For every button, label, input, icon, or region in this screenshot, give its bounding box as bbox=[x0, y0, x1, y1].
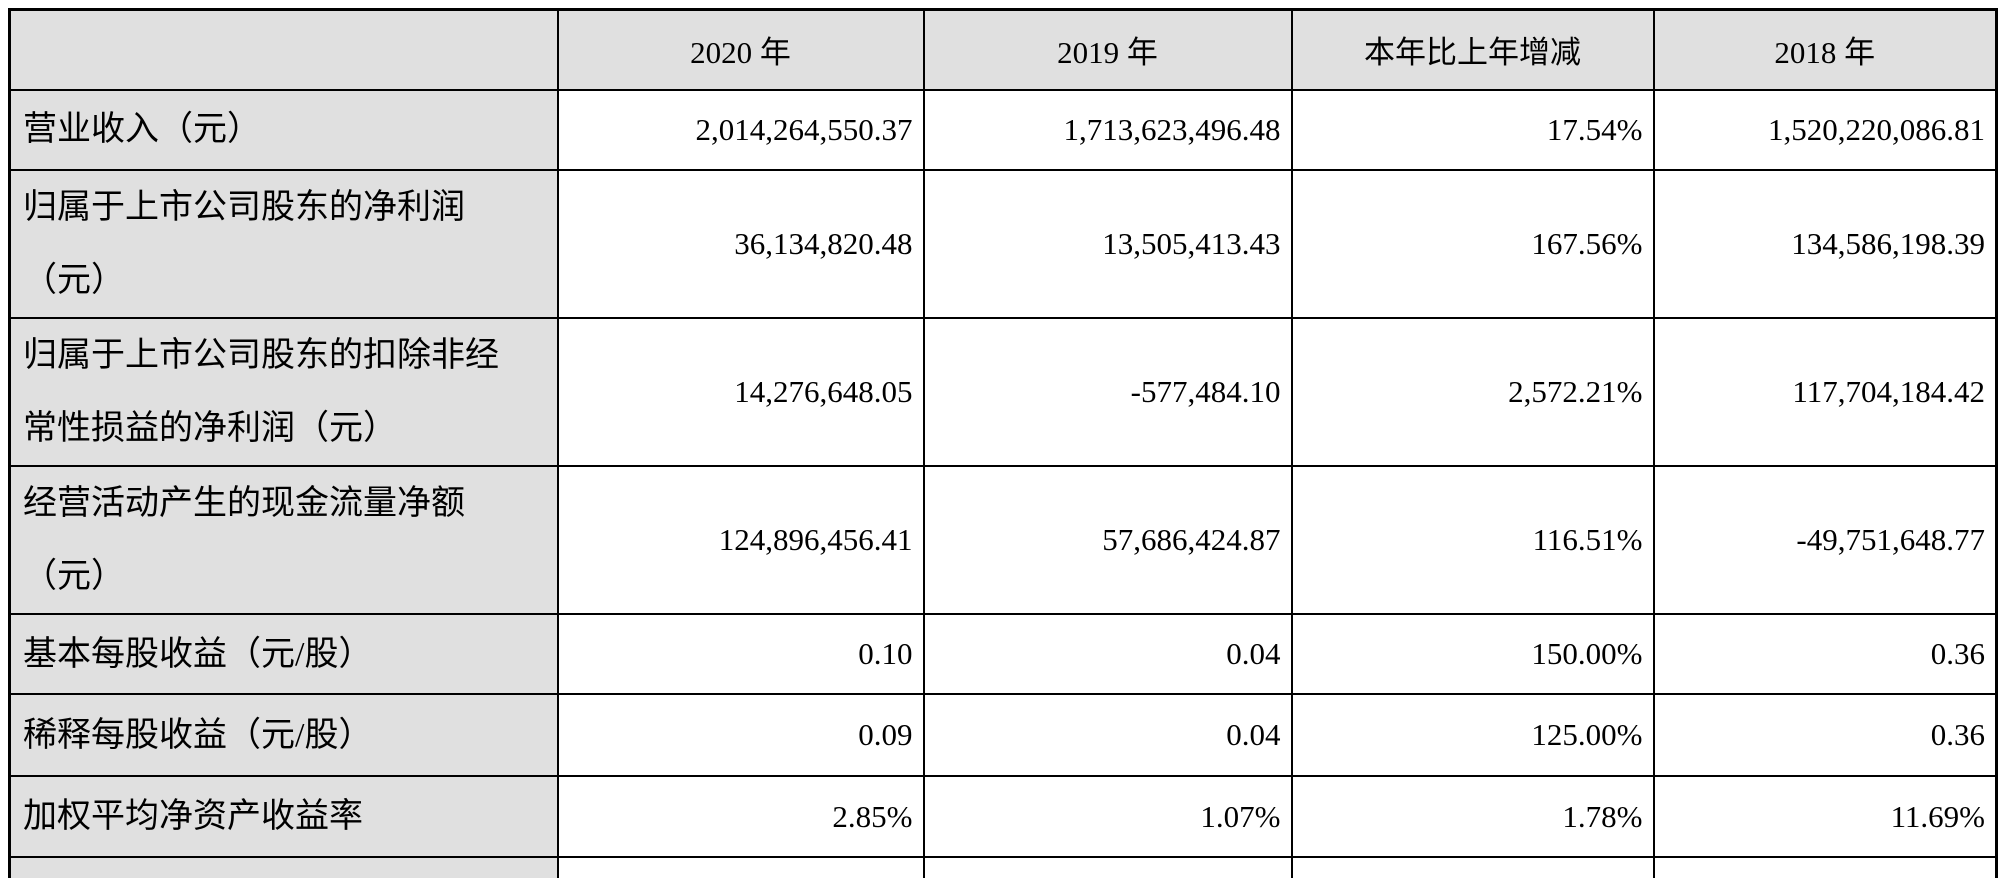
table-row-revenue: 营业收入（元） 2,014,264,550.37 1,713,623,496.4… bbox=[8, 88, 1998, 171]
row-label: 经营活动产生的现金流量净额 （元） bbox=[8, 464, 559, 616]
table-row-diluted-eps: 稀释每股收益（元/股） 0.09 0.04 125.00% 0.36 bbox=[8, 693, 1998, 778]
row-label: 基本每股收益（元/股） bbox=[8, 613, 559, 696]
cell-2019: 57,686,424.87 bbox=[922, 464, 1293, 616]
cell-2019: 1.07% bbox=[922, 775, 1293, 859]
cell-yoy-change: 167.56% bbox=[1290, 168, 1655, 319]
cell-2020: 36,134,820.48 bbox=[556, 168, 925, 319]
row-label: 归属于上市公司股东的扣除非经 常性损益的净利润（元） bbox=[8, 316, 559, 467]
cell-2020: 2,014,264,550.37 bbox=[556, 88, 925, 171]
cell-yoy-change bbox=[1290, 856, 1655, 878]
cell-yoy-change: 116.51% bbox=[1290, 464, 1655, 616]
row-label: 加权平均净资产收益率 bbox=[8, 775, 559, 859]
table-row-basic-eps: 基本每股收益（元/股） 0.10 0.04 150.00% 0.36 bbox=[8, 613, 1998, 696]
cell-2018: 0.36 bbox=[1652, 693, 1998, 778]
header-cell-2018: 2018 年 bbox=[1652, 8, 1998, 91]
cell-2019: 1,713,623,496.48 bbox=[922, 88, 1293, 171]
table-row-net-profit: 归属于上市公司股东的净利润 （元） 36,134,820.48 13,505,4… bbox=[8, 168, 1998, 319]
cell-2018: 0.36 bbox=[1652, 613, 1998, 696]
cell-yoy-change: 2,572.21% bbox=[1290, 316, 1655, 467]
cell-2020: 0.09 bbox=[556, 693, 925, 778]
header-cell-empty bbox=[8, 8, 559, 91]
cell-yoy-change: 17.54% bbox=[1290, 88, 1655, 171]
cell-2018: 1,520,220,086.81 bbox=[1652, 88, 1998, 171]
table-row-partial-clipped bbox=[8, 856, 1998, 878]
cell-2020 bbox=[556, 856, 925, 878]
cell-2019: 13,505,413.43 bbox=[922, 168, 1293, 319]
row-label: 稀释每股收益（元/股） bbox=[8, 693, 559, 778]
table-row-weighted-avg-roe: 加权平均净资产收益率 2.85% 1.07% 1.78% 11.69% bbox=[8, 775, 1998, 859]
table-row-net-profit-excl-nonrecurring: 归属于上市公司股东的扣除非经 常性损益的净利润（元） 14,276,648.05… bbox=[8, 316, 1998, 467]
cell-2019: -577,484.10 bbox=[922, 316, 1293, 467]
header-row: 2020 年 2019 年 本年比上年增减 2018 年 bbox=[8, 8, 1998, 91]
header-cell-yoy-change: 本年比上年增减 bbox=[1290, 8, 1655, 91]
cell-2018: -49,751,648.77 bbox=[1652, 464, 1998, 616]
cell-2020: 124,896,456.41 bbox=[556, 464, 925, 616]
table-row-operating-cash-flow: 经营活动产生的现金流量净额 （元） 124,896,456.41 57,686,… bbox=[8, 464, 1998, 616]
cell-2018: 117,704,184.42 bbox=[1652, 316, 1998, 467]
cell-2018: 134,586,198.39 bbox=[1652, 168, 1998, 319]
cell-2020: 14,276,648.05 bbox=[556, 316, 925, 467]
row-label bbox=[8, 856, 559, 878]
row-label: 营业收入（元） bbox=[8, 88, 559, 171]
cell-2018: 11.69% bbox=[1652, 775, 1998, 859]
row-label: 归属于上市公司股东的净利润 （元） bbox=[8, 168, 559, 319]
cell-2018 bbox=[1652, 856, 1998, 878]
cell-2019: 0.04 bbox=[922, 613, 1293, 696]
cell-2020: 0.10 bbox=[556, 613, 925, 696]
financial-summary-table: 2020 年 2019 年 本年比上年增减 2018 年 营业收入（元） 2,0… bbox=[8, 8, 1998, 878]
cell-2020: 2.85% bbox=[556, 775, 925, 859]
cell-yoy-change: 125.00% bbox=[1290, 693, 1655, 778]
header-cell-2019: 2019 年 bbox=[922, 8, 1293, 91]
cell-yoy-change: 150.00% bbox=[1290, 613, 1655, 696]
cell-2019: 0.04 bbox=[922, 693, 1293, 778]
cell-yoy-change: 1.78% bbox=[1290, 775, 1655, 859]
header-cell-2020: 2020 年 bbox=[556, 8, 925, 91]
cell-2019 bbox=[922, 856, 1293, 878]
